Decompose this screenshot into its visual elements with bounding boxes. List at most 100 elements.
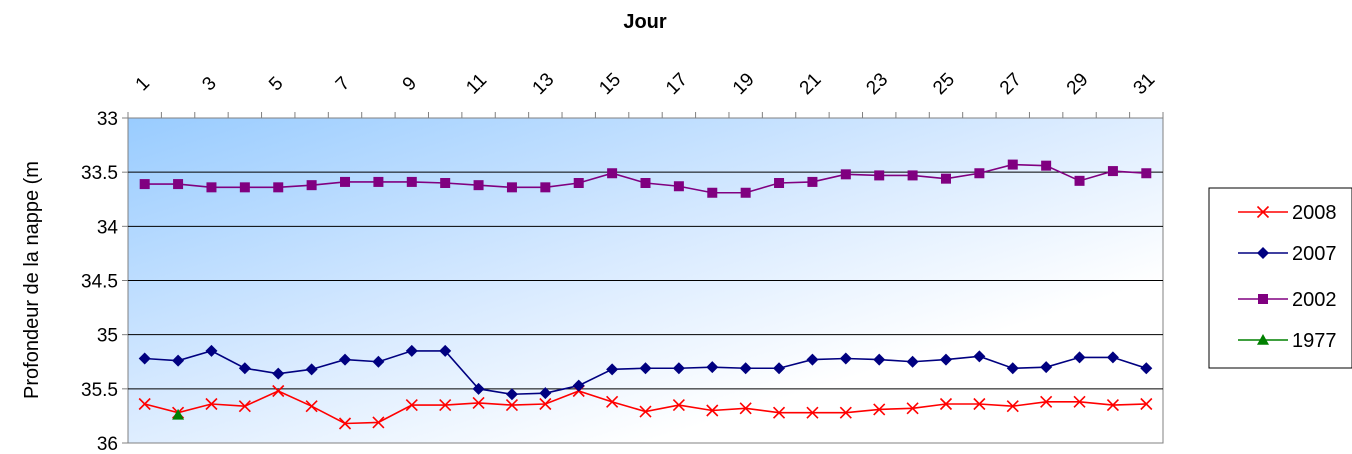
data-point-2007 [339, 353, 352, 366]
marker-stroke [639, 405, 652, 418]
data-point-2008 [372, 416, 385, 429]
data-point-2008 [672, 399, 685, 412]
data-point-2008 [1040, 395, 1053, 408]
x-tick-label: 27 [996, 69, 1026, 99]
x-tick-label: 29 [1063, 69, 1093, 99]
data-point-2008 [873, 403, 886, 416]
marker-stroke [1073, 395, 1086, 408]
marker-stroke [372, 416, 385, 429]
x-tick-label: 25 [929, 69, 959, 99]
marker-stroke [539, 397, 552, 411]
data-point-2002 [1041, 160, 1052, 171]
series-2008 [138, 384, 1153, 430]
marker-stroke [1140, 397, 1153, 411]
data-point-2007 [606, 363, 619, 376]
legend-label-1977: 1977 [1292, 330, 1337, 352]
y-tick-label: 34.5 [81, 272, 118, 293]
data-point-2007 [672, 362, 685, 375]
data-point-2007 [205, 344, 218, 357]
data-point-2002 [1074, 175, 1085, 186]
data-point-2002 [840, 169, 851, 180]
data-point-2007 [272, 367, 285, 380]
data-point-2007 [706, 361, 719, 374]
data-point-2008 [472, 396, 485, 409]
series-group [138, 159, 1153, 430]
data-point-2002 [506, 182, 517, 193]
data-point-2007 [238, 362, 251, 375]
x-tick-label: 15 [595, 69, 625, 99]
data-point-2007 [305, 363, 318, 376]
legend-box [1208, 187, 1352, 369]
data-point-2007 [739, 362, 752, 375]
legend-label-2008: 2008 [1292, 202, 1337, 224]
data-point-2002 [239, 182, 250, 193]
data-point-2008 [1140, 397, 1153, 411]
marker-stroke [739, 402, 752, 415]
marker-stroke [439, 399, 452, 412]
marker-stroke [806, 406, 819, 419]
x-tick-label: 17 [662, 69, 692, 99]
marker-stroke [772, 406, 786, 419]
data-point-2002 [573, 178, 584, 188]
data-point-2008 [205, 397, 218, 411]
y-axis-ticks: 33 33.5 34 34.5 35 35.5 36 [81, 109, 128, 454]
data-point-2008 [739, 402, 752, 415]
data-point-2002 [440, 178, 451, 188]
data-point-2002 [173, 179, 184, 190]
data-point-2002 [373, 176, 384, 187]
data-point-2002 [306, 180, 317, 191]
gridlines [128, 171, 1163, 390]
data-point-1977 [172, 408, 185, 420]
marker-stroke [873, 403, 886, 416]
data-point-2008 [1006, 400, 1019, 413]
data-point-2007 [172, 354, 185, 367]
legend-marker-2008 [1256, 205, 1270, 219]
data-point-2002 [139, 179, 150, 190]
marker-stroke [238, 400, 251, 413]
data-point-2008 [906, 402, 919, 415]
x-tick-label: 31 [1130, 69, 1160, 99]
data-point-2002 [473, 180, 484, 191]
data-point-2002 [874, 170, 885, 181]
series-1977 [172, 408, 185, 420]
data-point-2002 [273, 182, 284, 193]
x-tick-label: 13 [529, 69, 559, 99]
data-point-2007 [773, 362, 786, 375]
x-tick-label: 1 [132, 73, 154, 95]
data-point-2008 [439, 399, 452, 412]
y-tick-label: 33 [97, 109, 118, 130]
y-axis-title: Profondeur de la nappe (m [21, 161, 43, 399]
x-tick-label: 21 [796, 69, 826, 99]
data-point-2008 [1106, 399, 1119, 412]
data-point-2002 [206, 182, 217, 193]
data-point-2002 [707, 187, 718, 198]
data-point-2007 [906, 355, 919, 368]
x-axis-ticks: 1 3 5 7 9 11 13 15 17 19 21 23 25 27 29 31 [127, 69, 1164, 118]
data-point-2008 [772, 406, 786, 419]
data-point-2007 [1106, 351, 1119, 364]
marker-stroke [706, 404, 719, 417]
data-point-2007 [472, 382, 485, 395]
series-2002 [139, 159, 1152, 198]
marker-stroke [1006, 400, 1019, 413]
data-point-2008 [606, 395, 619, 408]
data-point-2008 [305, 400, 318, 413]
marker-stroke [1256, 205, 1270, 219]
data-point-2007 [405, 344, 418, 357]
data-point-2007 [1006, 362, 1019, 375]
marker-stroke [138, 397, 151, 411]
data-point-2007 [372, 355, 385, 368]
data-point-2007 [572, 379, 585, 392]
data-point-2002 [1141, 168, 1152, 179]
data-point-2008 [539, 397, 552, 411]
marker-stroke [505, 399, 519, 412]
data-point-2008 [138, 397, 151, 411]
data-point-2008 [973, 397, 986, 411]
data-point-2007 [505, 388, 518, 401]
data-point-2007 [939, 353, 952, 366]
marker-stroke [1040, 395, 1053, 408]
x-tick-label: 23 [862, 69, 892, 99]
x-tick-label: 7 [332, 73, 354, 95]
data-point-2002 [540, 182, 551, 193]
